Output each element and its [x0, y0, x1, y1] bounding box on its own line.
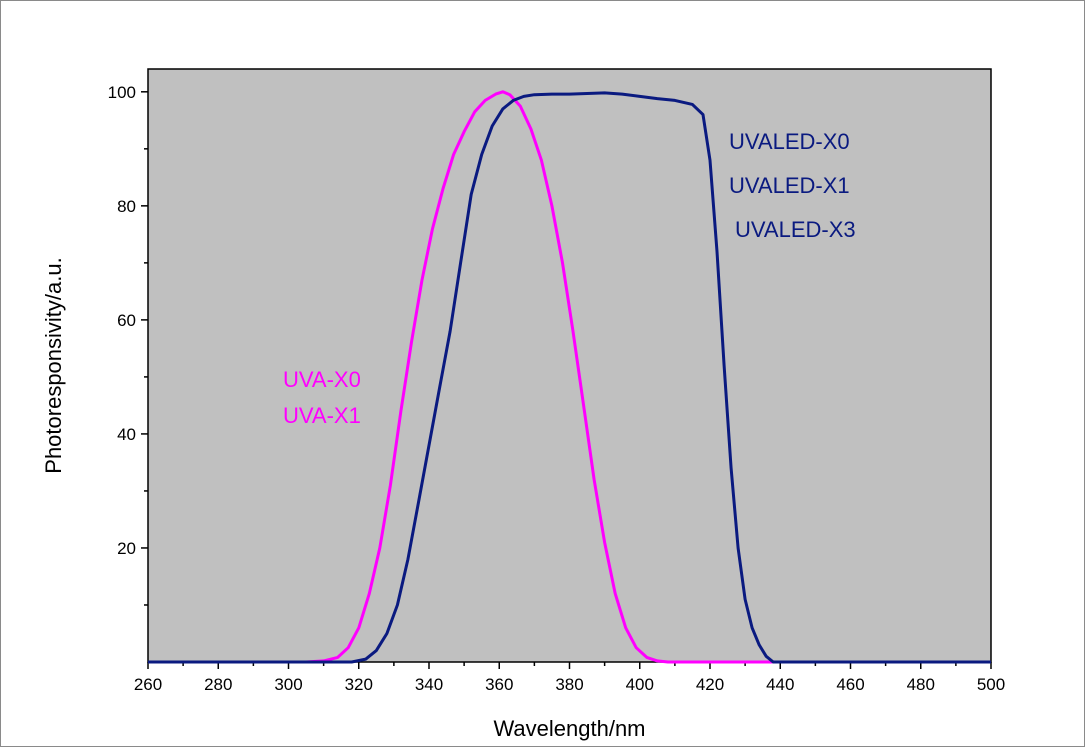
x-tick-label: 260 — [134, 675, 162, 694]
series-label: UVA-X0 — [283, 367, 361, 392]
x-tick-label: 380 — [555, 675, 583, 694]
series-line-2 — [148, 91, 991, 664]
series-label: UVA-X1 — [283, 403, 361, 428]
y-axis-title: Photoresponsivity/a.u. — [41, 257, 66, 473]
series-label: UVALED-X1 — [729, 173, 850, 198]
series-label: UVALED-X0 — [729, 129, 850, 154]
series-lines — [148, 90, 991, 664]
x-tick-label: 480 — [907, 675, 935, 694]
series-labels: UVA-X0 UVA-X1 UVALED-X0 UVALED-X1 UVALED-X3 — [283, 129, 856, 428]
y-tick-label: 80 — [117, 197, 136, 216]
x-tick-label: 400 — [626, 675, 654, 694]
x-tick-label: 500 — [977, 675, 1005, 694]
y-axis-ticks: 20 40 60 80 100 — [108, 83, 148, 606]
y-tick-label: 60 — [117, 311, 136, 330]
y-tick-label: 100 — [108, 83, 136, 102]
x-tick-label: 420 — [696, 675, 724, 694]
x-tick-label: 360 — [485, 675, 513, 694]
y-tick-label: 20 — [117, 539, 136, 558]
x-tick-label: 460 — [836, 675, 864, 694]
x-tick-label: 280 — [204, 675, 232, 694]
series-line-1 — [148, 90, 991, 664]
plot-area — [147, 68, 992, 663]
y-tick-label: 40 — [117, 425, 136, 444]
x-axis-ticks: 260 280 300 320 340 360 380 400 420 440 460 480 500 — [134, 662, 1005, 694]
x-axis-title: Wavelength/nm — [493, 716, 645, 741]
x-tick-label: 320 — [345, 675, 373, 694]
x-tick-label: 440 — [766, 675, 794, 694]
x-tick-label: 340 — [415, 675, 443, 694]
x-tick-label: 300 — [274, 675, 302, 694]
series-label: UVALED-X3 — [735, 217, 856, 242]
